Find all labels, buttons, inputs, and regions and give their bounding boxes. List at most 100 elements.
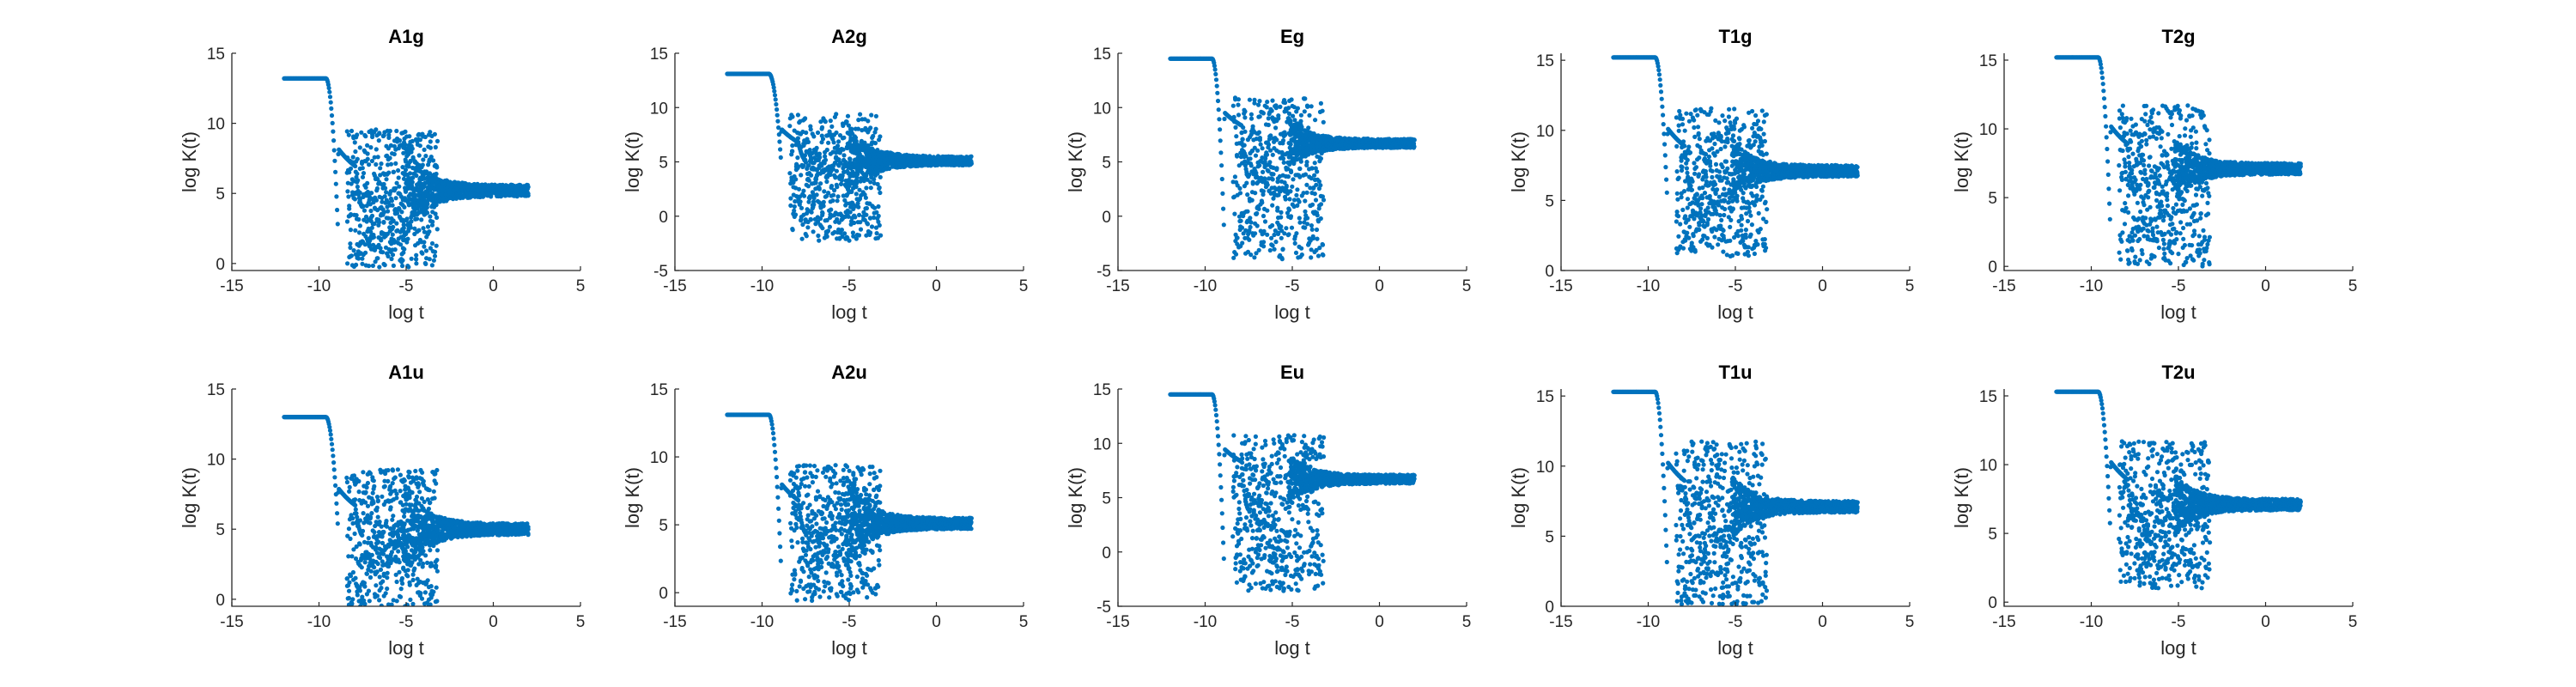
- data-point: [432, 253, 438, 258]
- data-point: [1219, 176, 1224, 182]
- data-point: [1242, 109, 1248, 114]
- data-point: [1321, 119, 1326, 125]
- data-point: [1692, 247, 1698, 252]
- data-point: [847, 183, 852, 188]
- data-point: [1275, 179, 1280, 185]
- data-point: [369, 158, 374, 164]
- data-point: [1298, 159, 1303, 164]
- data-point: [1235, 183, 1240, 188]
- data-point: [1278, 104, 1283, 109]
- data-point: [375, 256, 380, 261]
- data-point: [331, 148, 337, 153]
- data-point: [375, 155, 380, 160]
- x-tick-label: -10: [750, 277, 774, 295]
- data-point: [804, 234, 809, 239]
- data-point: [1662, 142, 1668, 147]
- data-point: [1286, 106, 1291, 111]
- data-point: [811, 196, 817, 201]
- data-point: [1309, 176, 1314, 181]
- data-point: [817, 151, 823, 156]
- data-point: [428, 246, 433, 251]
- data-point: [823, 157, 829, 162]
- data-point: [1222, 116, 1227, 122]
- data-point: [327, 94, 333, 100]
- data-point: [329, 112, 335, 119]
- data-point: [374, 198, 379, 203]
- data-point: [1291, 161, 1297, 167]
- data-point: [390, 252, 396, 258]
- data-point: [1680, 165, 1685, 170]
- data-point: [1235, 154, 1240, 159]
- data-point: [851, 206, 856, 211]
- data-point: [869, 112, 874, 118]
- data-point: [373, 259, 378, 264]
- x-tick-label: 5: [1019, 277, 1029, 295]
- data-point: [1260, 146, 1265, 151]
- data-point: [832, 188, 837, 193]
- data-point: [1257, 114, 1262, 119]
- data-point: [1257, 99, 1262, 104]
- data-point: [877, 185, 882, 191]
- data-point: [872, 180, 877, 185]
- data-point: [1675, 197, 1680, 202]
- data-point: [396, 175, 401, 180]
- data-point: [1280, 156, 1286, 161]
- data-point: [853, 215, 858, 220]
- data-point: [407, 134, 412, 139]
- data-point: [347, 170, 352, 175]
- data-point: [378, 246, 383, 251]
- data-point: [814, 145, 819, 150]
- data-point: [386, 253, 391, 258]
- data-point: [392, 247, 398, 252]
- data-point: [1309, 166, 1315, 171]
- data-point: [1249, 116, 1255, 121]
- data-point: [369, 191, 374, 196]
- data-point: [1286, 232, 1291, 237]
- data-point: [1221, 206, 1226, 211]
- data-point: [1232, 95, 1238, 100]
- chart-title: A1g: [388, 26, 424, 47]
- data-point: [1684, 166, 1689, 171]
- data-point: [845, 113, 851, 119]
- data-point: [430, 219, 435, 224]
- data-point: [787, 171, 793, 176]
- data-point: [809, 210, 814, 215]
- data-point: [795, 112, 801, 118]
- data-point: [807, 196, 812, 201]
- data-point: [401, 250, 406, 255]
- data-point: [828, 119, 833, 124]
- data-point: [790, 114, 795, 119]
- data-point: [834, 112, 839, 117]
- data-point: [394, 210, 400, 216]
- data-point: [853, 135, 859, 140]
- data-point: [1686, 119, 1692, 124]
- data-point: [1315, 236, 1320, 241]
- data-point: [841, 147, 846, 152]
- data-point: [793, 177, 799, 182]
- x-tick-label: -5: [1285, 277, 1300, 295]
- data-point: [1683, 238, 1688, 243]
- data-point: [1261, 111, 1266, 116]
- data-point: [811, 199, 817, 204]
- data-point: [1692, 161, 1697, 166]
- data-point: [872, 141, 878, 146]
- data-point: [808, 216, 813, 222]
- data-point: [367, 162, 372, 167]
- data-point: [372, 155, 377, 160]
- data-point: [1298, 119, 1303, 124]
- data-point: [1265, 100, 1270, 105]
- data-point: [1685, 197, 1691, 202]
- x-axis-label: log t: [388, 301, 424, 323]
- data-point: [873, 126, 878, 131]
- data-point: [1252, 100, 1257, 106]
- data-point: [386, 162, 391, 167]
- data-point: [1318, 100, 1323, 106]
- data-point: [420, 162, 425, 167]
- data-point: [1313, 166, 1318, 171]
- data-point: [1239, 225, 1245, 230]
- data-point: [1281, 160, 1286, 165]
- data-point: [1686, 144, 1692, 149]
- data-point: [1261, 230, 1267, 235]
